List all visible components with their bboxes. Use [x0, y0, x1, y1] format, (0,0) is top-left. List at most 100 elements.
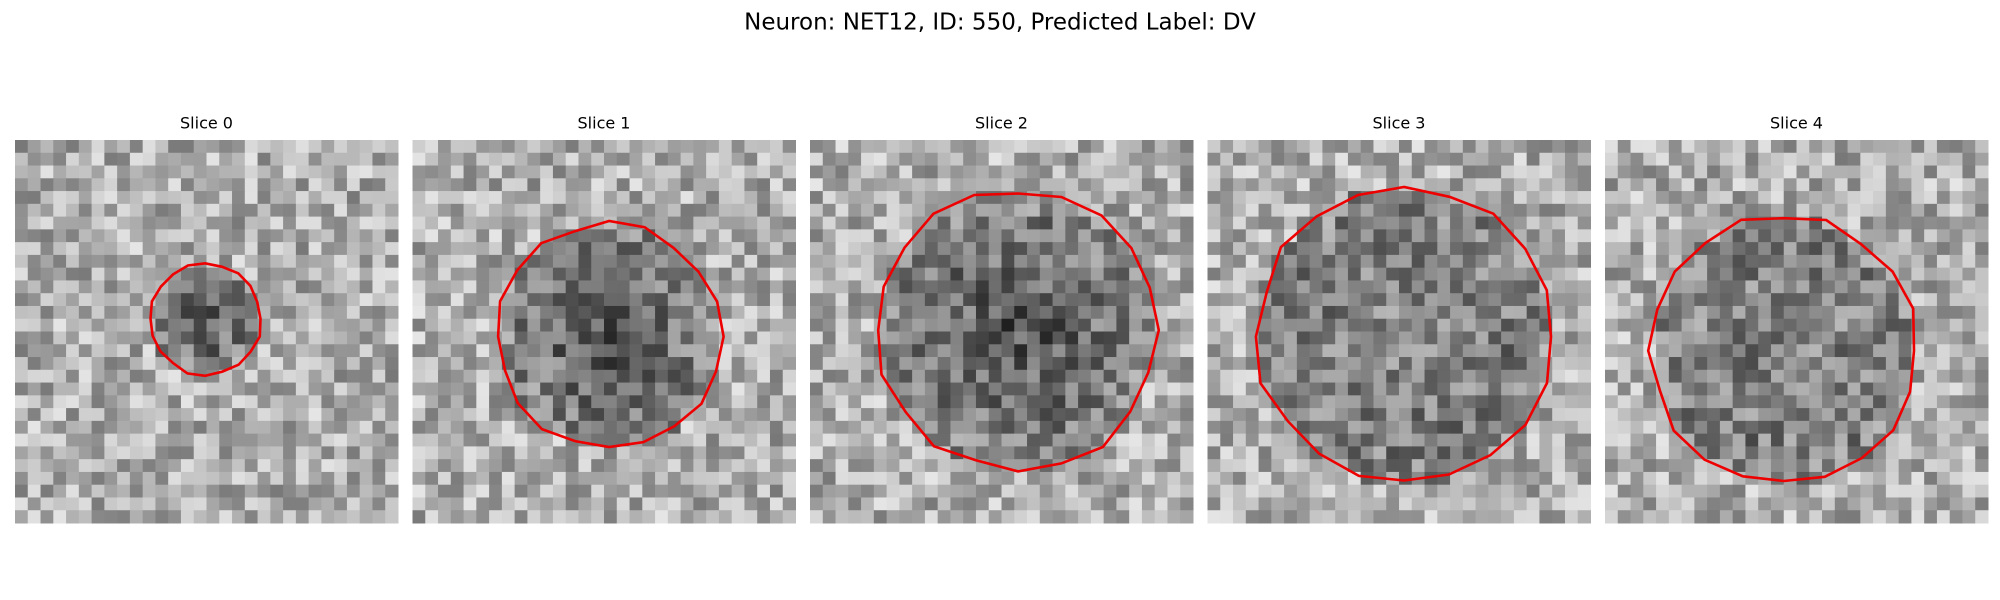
pixel: [117, 382, 131, 396]
pixel: [1129, 152, 1143, 167]
pixel: [438, 242, 452, 256]
pixel: [835, 497, 849, 511]
pixel: [450, 433, 465, 447]
pixel: [1643, 369, 1657, 384]
pixel: [1694, 254, 1708, 269]
pixel: [540, 178, 554, 192]
pixel: [1656, 140, 1670, 154]
pixel: [1924, 344, 1938, 358]
pixel: [1284, 318, 1298, 332]
pixel: [1039, 484, 1054, 498]
pixel: [155, 178, 169, 192]
pixel: [104, 471, 118, 486]
pixel: [425, 152, 439, 167]
pixel: [1758, 497, 1772, 511]
pixel: [1975, 152, 1989, 167]
pixel: [193, 471, 207, 486]
pixel: [308, 242, 322, 256]
pixel: [1630, 178, 1644, 192]
pixel: [1539, 140, 1553, 154]
pixel: [1386, 357, 1400, 371]
pixel: [1167, 140, 1181, 154]
pixel: [450, 191, 465, 205]
pixel: [1488, 318, 1502, 332]
pixel: [40, 395, 54, 409]
pixel: [1347, 369, 1362, 384]
pixel: [66, 254, 80, 269]
pixel: [616, 318, 631, 332]
pixel: [1462, 382, 1477, 396]
pixel: [616, 408, 631, 422]
pixel: [604, 433, 618, 447]
pixel: [757, 280, 771, 294]
pixel: [667, 369, 682, 384]
pixel: [1617, 471, 1632, 486]
pixel: [104, 140, 118, 154]
pixel: [1462, 280, 1477, 294]
pixel: [1936, 229, 1951, 243]
pixel: [206, 395, 220, 409]
pixel: [1617, 216, 1632, 230]
pixel: [1552, 216, 1566, 230]
pixel: [1539, 242, 1553, 256]
pixel: [1014, 344, 1028, 358]
pixel: [117, 191, 131, 205]
pixel: [1488, 420, 1502, 435]
pixel: [1936, 420, 1951, 435]
pixel: [873, 229, 888, 243]
pixel: [514, 382, 528, 396]
pixel: [1745, 165, 1759, 179]
pixel: [1873, 293, 1887, 307]
pixel: [912, 497, 926, 511]
pixel: [899, 280, 913, 294]
pixel: [1090, 242, 1105, 256]
pixel: [1027, 446, 1041, 460]
pixel: [359, 484, 373, 498]
pixel: [308, 484, 322, 498]
pixel: [1822, 344, 1836, 358]
pixel: [1924, 459, 1938, 473]
pixel: [232, 305, 246, 320]
pixel: [769, 408, 784, 422]
pixel: [1245, 216, 1260, 230]
pixel: [1180, 267, 1194, 281]
pixel: [1065, 382, 1079, 396]
pixel: [270, 408, 284, 422]
pixel: [1873, 497, 1887, 511]
pixel: [975, 242, 990, 256]
pixel: [1605, 484, 1619, 498]
pixel: [655, 267, 669, 281]
pixel: [1039, 293, 1054, 307]
pixel: [769, 140, 784, 154]
pixel: [219, 152, 233, 167]
pixel: [655, 497, 669, 511]
pixel: [578, 318, 592, 332]
pixel: [359, 242, 373, 256]
pixel: [1526, 318, 1540, 332]
pixel: [1796, 305, 1810, 320]
pixel: [514, 446, 528, 460]
pixel: [1039, 191, 1054, 205]
pixel: [604, 280, 618, 294]
pixel: [1014, 152, 1028, 167]
pixel: [693, 471, 707, 486]
pixel: [937, 191, 951, 205]
pixel: [244, 229, 259, 243]
pixel: [950, 408, 964, 422]
pixel: [1707, 318, 1721, 332]
pixel: [359, 293, 373, 307]
pixel: [78, 191, 93, 205]
pixel: [1577, 242, 1591, 256]
pixel: [1745, 357, 1759, 371]
pixel: [1284, 497, 1298, 511]
pixel: [527, 203, 541, 218]
pixel: [295, 395, 310, 409]
pixel: [629, 191, 643, 205]
pixel: [359, 280, 373, 294]
pixel: [1873, 408, 1887, 422]
pixel: [15, 254, 29, 269]
pixel: [1271, 229, 1285, 243]
pixel: [1154, 510, 1168, 524]
pixel: [1233, 395, 1247, 409]
pixel: [1796, 242, 1810, 256]
